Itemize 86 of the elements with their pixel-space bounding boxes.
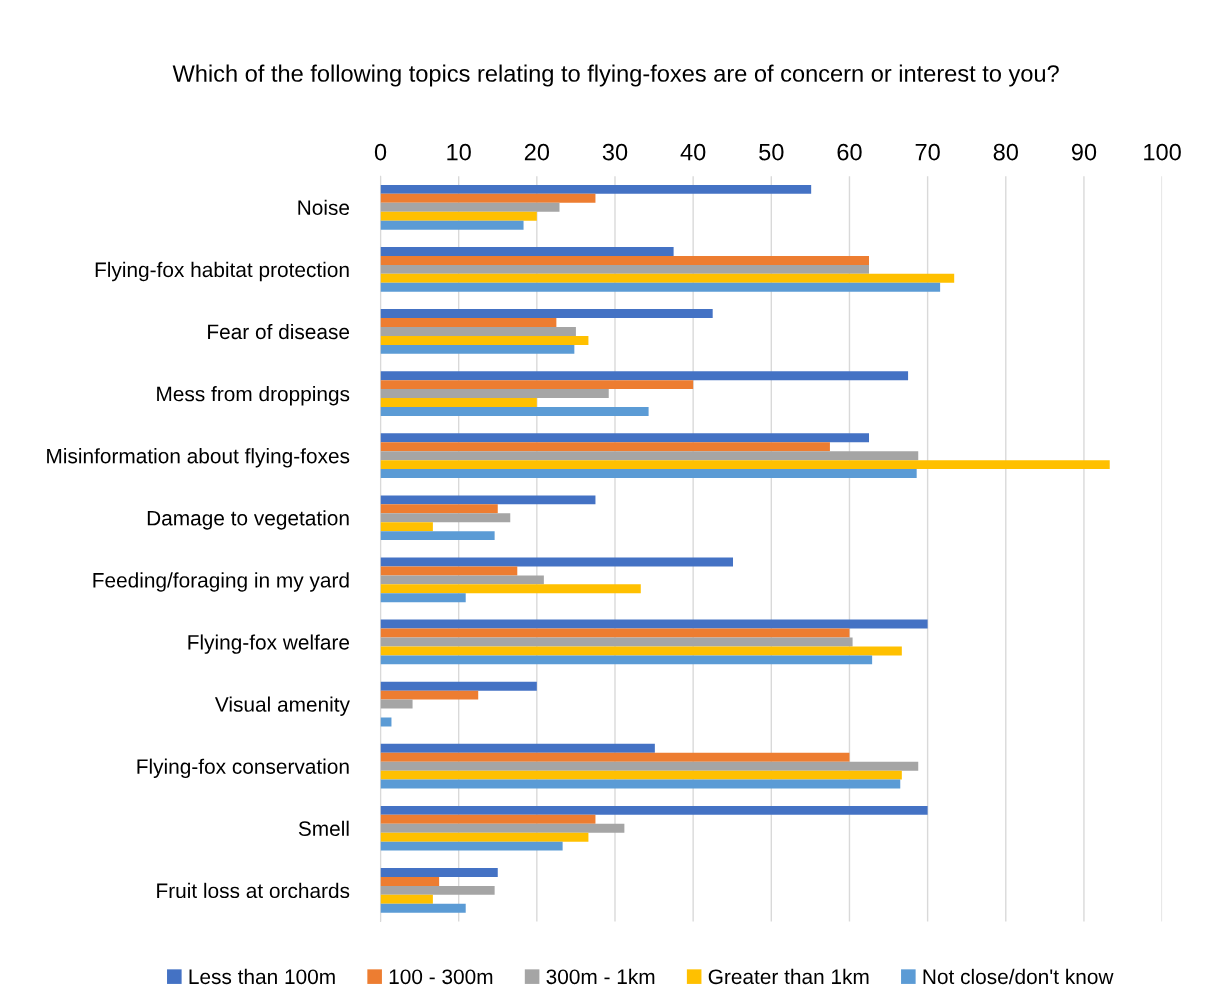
x-tick-label: 50 [759,143,784,161]
bar [380,575,544,585]
bar [380,264,869,274]
bar [380,460,1110,470]
bar [380,389,609,399]
bar [380,406,649,416]
y-tick-label: Flying-fox habitat protection [95,261,349,282]
bar [380,309,713,319]
bar [380,841,563,851]
bar [380,761,919,771]
bar [380,282,941,292]
x-tick-label: 90 [1071,143,1097,161]
bar [380,433,869,443]
x-tick-label: 30 [602,143,628,161]
bar [380,885,495,895]
bar [380,655,873,665]
bar [380,442,830,452]
legend-label: Greater than 1km [708,968,869,985]
bar [380,903,466,913]
bar [380,184,812,194]
bar [380,619,928,629]
bar [380,681,537,691]
x-tick-label: 10 [447,143,471,161]
bar [380,646,902,656]
bar [380,318,557,327]
y-tick-label: Smell [298,820,349,837]
x-tick-label: 20 [524,143,550,161]
y-tick-label: Fear of disease [208,323,350,340]
bar [380,717,392,727]
y-tick-label: Fruit loss at orchards [157,882,350,899]
bar [380,566,518,576]
y-tick-label: Noise [298,199,350,216]
bar [380,894,433,904]
bar [380,779,901,789]
y-tick-label: Feeding/foraging in my yard [93,572,349,592]
bar [380,469,917,479]
bar [380,752,850,762]
bar [380,823,625,833]
bar [380,335,589,345]
bar [380,637,853,647]
bar [380,690,479,700]
y-tick-label: Visual amenity [214,696,350,716]
bar [380,743,655,753]
legend-label: 100 - 300m [389,969,493,985]
bar [380,380,694,390]
bar [380,876,440,886]
y-tick-label: Damage to vegetation [147,510,349,530]
bar [380,327,576,336]
bar [380,193,596,203]
bar [380,344,575,354]
x-tick-label: 80 [993,143,1018,161]
bar [380,211,537,221]
bar [380,247,674,256]
y-tick-label: Misinformation about flying-foxes [47,448,350,468]
bar [380,513,511,523]
x-tick-label: 0 [374,143,387,161]
x-tick-label: 40 [680,143,706,161]
legend-label: Less than 100m [189,968,335,985]
bar [380,814,596,824]
bar [380,255,869,265]
bar [380,522,433,532]
bar [380,531,495,541]
bar [380,504,498,514]
x-tick-label: 100 [1144,143,1181,161]
bar [380,593,466,603]
bar [380,805,928,815]
bar [380,699,413,709]
bar [380,770,902,780]
bar [380,832,589,842]
x-tick-label: 70 [915,143,940,161]
bar [380,584,641,594]
x-tick-label: 60 [837,143,862,161]
bar [380,220,524,230]
bar [380,273,955,283]
y-tick-label: Flying-fox conservation [137,758,349,779]
bar [380,371,909,381]
legend-label: Not close/don't know [923,968,1114,985]
bar [380,451,919,461]
bar [380,495,596,505]
y-tick-label: Flying-fox welfare [188,634,350,654]
legend-label: 300m - 1km [546,968,655,985]
chart-title: Which of the following topics relating to flying-foxes are of concern or interest to you? [172,64,1059,87]
y-tick-label: Mess from droppings [157,386,350,406]
bar [380,868,498,877]
bar [380,398,537,407]
bar [380,202,560,212]
